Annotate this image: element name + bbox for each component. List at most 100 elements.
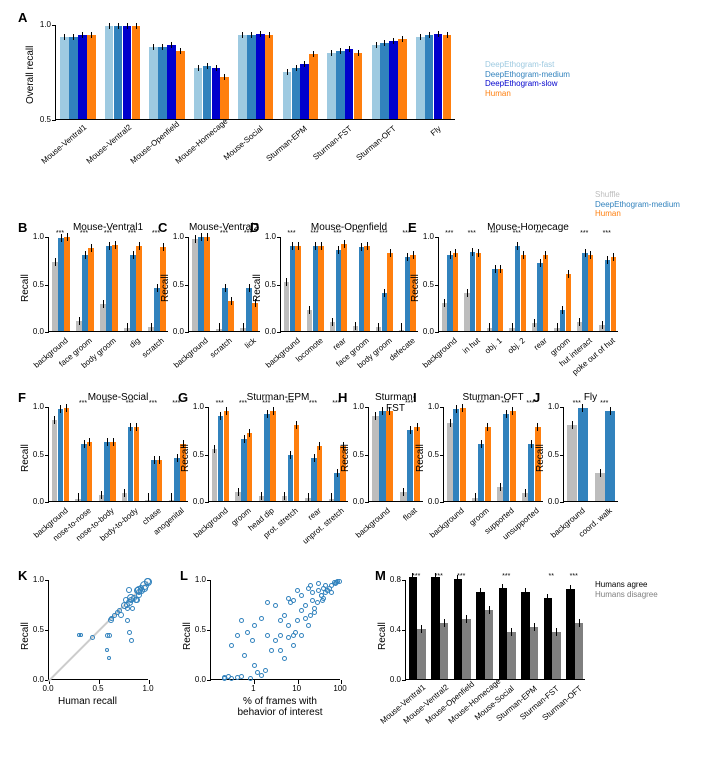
scatter-point	[320, 598, 325, 603]
ytick: 1.0	[27, 20, 51, 29]
xtick: Mouse-Social	[218, 124, 265, 166]
bar	[284, 282, 289, 331]
legend-item: DeepEthogram-fast	[485, 60, 570, 70]
bar	[58, 238, 64, 331]
scatter-point	[319, 593, 324, 598]
bar	[485, 427, 491, 501]
sig-marker: ***	[278, 400, 301, 407]
ylabel: Recall	[252, 274, 263, 302]
bar	[566, 274, 571, 331]
legend-item: DeepEthogram-medium	[595, 200, 680, 210]
xtick: 10	[285, 684, 309, 693]
ytick: 0.0	[184, 675, 206, 684]
scatter-point	[248, 676, 253, 681]
bar	[334, 473, 340, 502]
bar	[434, 34, 443, 120]
bar	[136, 246, 142, 332]
ylabel: Recall	[415, 444, 426, 472]
bar	[447, 423, 453, 501]
xtick: Sturman-EPM	[262, 124, 309, 166]
scatter-point	[310, 598, 315, 603]
bar	[64, 237, 70, 331]
sig-marker: ***	[450, 573, 473, 580]
bar	[528, 444, 534, 501]
ylabel: Recall	[340, 444, 351, 472]
bar	[158, 47, 167, 119]
bar	[288, 455, 294, 501]
xtick: Mouse-Homecage	[173, 124, 220, 166]
scatter-point	[303, 603, 308, 608]
scatter-point	[255, 670, 260, 675]
bar	[442, 303, 447, 332]
bar-disagree	[485, 610, 494, 679]
bar	[510, 411, 516, 501]
sig-marker: ***	[563, 400, 591, 407]
bar-agree	[409, 577, 418, 680]
sig-marker: ***	[528, 230, 551, 237]
bar	[386, 411, 393, 501]
scatter-point	[295, 618, 300, 623]
bar	[354, 53, 363, 120]
bar	[359, 247, 364, 331]
bar	[110, 442, 116, 501]
bar	[476, 253, 481, 331]
scatter-point	[265, 633, 270, 638]
bar	[60, 37, 69, 119]
bar	[228, 301, 234, 331]
scatter-point	[316, 588, 321, 593]
bar	[567, 425, 577, 501]
bar	[464, 293, 469, 331]
bar-agree	[566, 589, 575, 679]
bar	[543, 255, 548, 331]
scatter-point	[107, 656, 111, 660]
bar	[265, 35, 274, 119]
sig-marker: **	[540, 573, 563, 580]
scatter-point	[125, 618, 130, 623]
panel-label-a: A	[18, 10, 27, 25]
bar	[132, 26, 141, 119]
scatter-point	[105, 633, 110, 638]
scatter-point	[130, 606, 135, 611]
scatter-point	[129, 638, 134, 643]
scatter-point	[291, 633, 296, 638]
xtick: 0.0	[38, 684, 58, 693]
ytick: 0.5	[27, 115, 51, 124]
xtick: lick	[211, 336, 258, 378]
legend-item: Shuffle	[595, 190, 680, 200]
bar	[380, 43, 389, 119]
scatter-point	[250, 638, 255, 643]
bar	[588, 255, 593, 331]
sig-marker: ***	[208, 400, 231, 407]
ylabel: Recall	[20, 622, 31, 650]
scatter-point	[252, 623, 257, 628]
panel-m-plot	[405, 580, 585, 680]
ytick: 0.0	[22, 497, 44, 506]
bar	[247, 433, 253, 501]
ytick: 0.0	[22, 675, 44, 684]
bar	[151, 460, 157, 501]
xtick: 100	[328, 684, 352, 693]
sig-marker: ***	[372, 230, 395, 237]
bar	[425, 35, 434, 119]
scatter-point	[109, 616, 114, 621]
bar	[443, 35, 452, 119]
bar-plot	[280, 237, 418, 332]
scatter-point	[286, 596, 291, 601]
ytick: 1.0	[22, 402, 44, 411]
xtick: Sturman-OFT	[351, 124, 398, 166]
xtick: Mouse-Ventral1	[40, 124, 87, 166]
bar	[52, 262, 58, 331]
bar	[389, 41, 398, 119]
ylabel: Recall	[535, 444, 546, 472]
bar-agree	[521, 592, 530, 680]
panel-a-ylabel: Overall recall	[25, 46, 36, 104]
bar	[327, 53, 336, 120]
ytick: 1.0	[184, 575, 206, 584]
xtick: unsupported	[493, 506, 540, 548]
bar	[222, 288, 228, 331]
bar	[157, 460, 163, 501]
sig-marker: ***	[96, 230, 120, 237]
scatter-point	[121, 602, 128, 609]
bar	[470, 252, 475, 331]
sig-marker: ***	[71, 400, 94, 407]
